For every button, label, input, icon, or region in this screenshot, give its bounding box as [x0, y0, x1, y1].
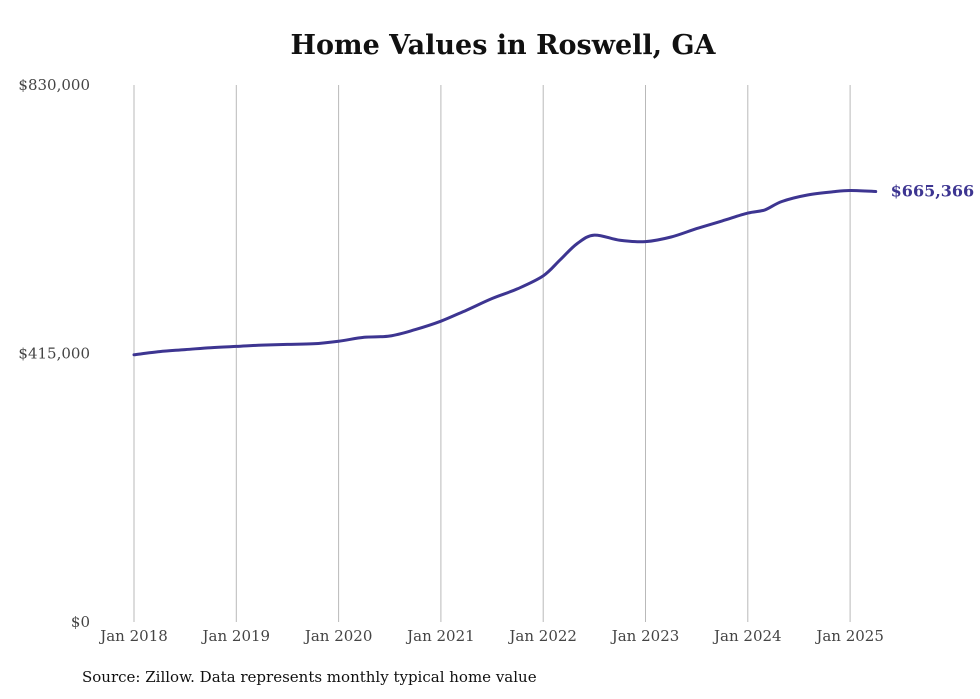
x-tick-label: Jan 2024 — [712, 627, 782, 645]
x-axis-ticks: Jan 2018 Jan 2019 Jan 2020 Jan 2021 Jan 2022… — [98, 627, 884, 645]
x-tick-label: Jan 2018 — [98, 627, 168, 645]
series-layer — [132, 188, 878, 357]
series-line — [132, 188, 878, 357]
y-axis-ticks: $0 $415,000 $830,000 — [18, 76, 90, 631]
x-tick-label: Jan 2025 — [814, 627, 884, 645]
x-tick-label: Jan 2020 — [303, 627, 373, 645]
y-tick-label: $415,000 — [18, 345, 90, 363]
end-label-layer: $665,366 — [891, 182, 975, 201]
x-tick-label: Jan 2021 — [405, 627, 475, 645]
chart-title: Home Values in Roswell, GA — [290, 30, 716, 61]
end-value-label: $665,366 — [891, 182, 975, 201]
grid-lines — [133, 85, 851, 622]
x-tick-label: Jan 2019 — [201, 627, 271, 645]
x-tick-label: Jan 2022 — [507, 627, 577, 645]
source-note: Source: Zillow. Data represents monthly … — [82, 668, 537, 686]
x-tick-label: Jan 2023 — [610, 627, 680, 645]
y-tick-label: $0 — [71, 613, 90, 631]
y-tick-label: $830,000 — [18, 76, 90, 94]
